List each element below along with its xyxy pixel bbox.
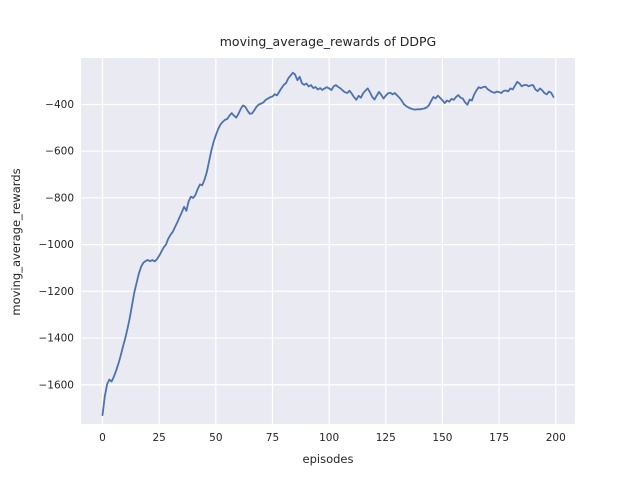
y-tick-label: −1000 bbox=[38, 239, 74, 251]
x-tick-label: 150 bbox=[432, 432, 452, 444]
y-tick-label: −400 bbox=[45, 99, 74, 111]
x-tick-label: 75 bbox=[266, 432, 279, 444]
x-tick-label: 50 bbox=[209, 432, 222, 444]
x-tick-labels: 0 25 50 75 100 125 150 175 200 bbox=[99, 432, 566, 444]
y-tick-label: −600 bbox=[45, 146, 74, 158]
x-tick-label: 175 bbox=[489, 432, 509, 444]
gridlines bbox=[81, 58, 575, 424]
y-tick-label: −1200 bbox=[38, 286, 74, 298]
chart-title: moving_average_rewards of DDPG bbox=[219, 34, 437, 49]
x-tick-label: 200 bbox=[546, 432, 566, 444]
y-tick-label: −800 bbox=[45, 192, 74, 204]
y-axis-label: moving_average_rewards bbox=[9, 168, 23, 316]
x-axis-label: episodes bbox=[302, 452, 354, 466]
y-tick-label: −1600 bbox=[38, 379, 74, 391]
x-tick-label: 100 bbox=[319, 432, 339, 444]
plot-area bbox=[81, 58, 575, 424]
x-tick-label: 0 bbox=[99, 432, 106, 444]
x-tick-label: 125 bbox=[376, 432, 396, 444]
y-tick-label: −1400 bbox=[38, 333, 74, 345]
y-tick-labels: −400 −600 −800 −1000 −1200 −1400 −1600 bbox=[38, 99, 74, 391]
reward-line bbox=[101, 71, 555, 417]
x-tick-label: 25 bbox=[152, 432, 165, 444]
